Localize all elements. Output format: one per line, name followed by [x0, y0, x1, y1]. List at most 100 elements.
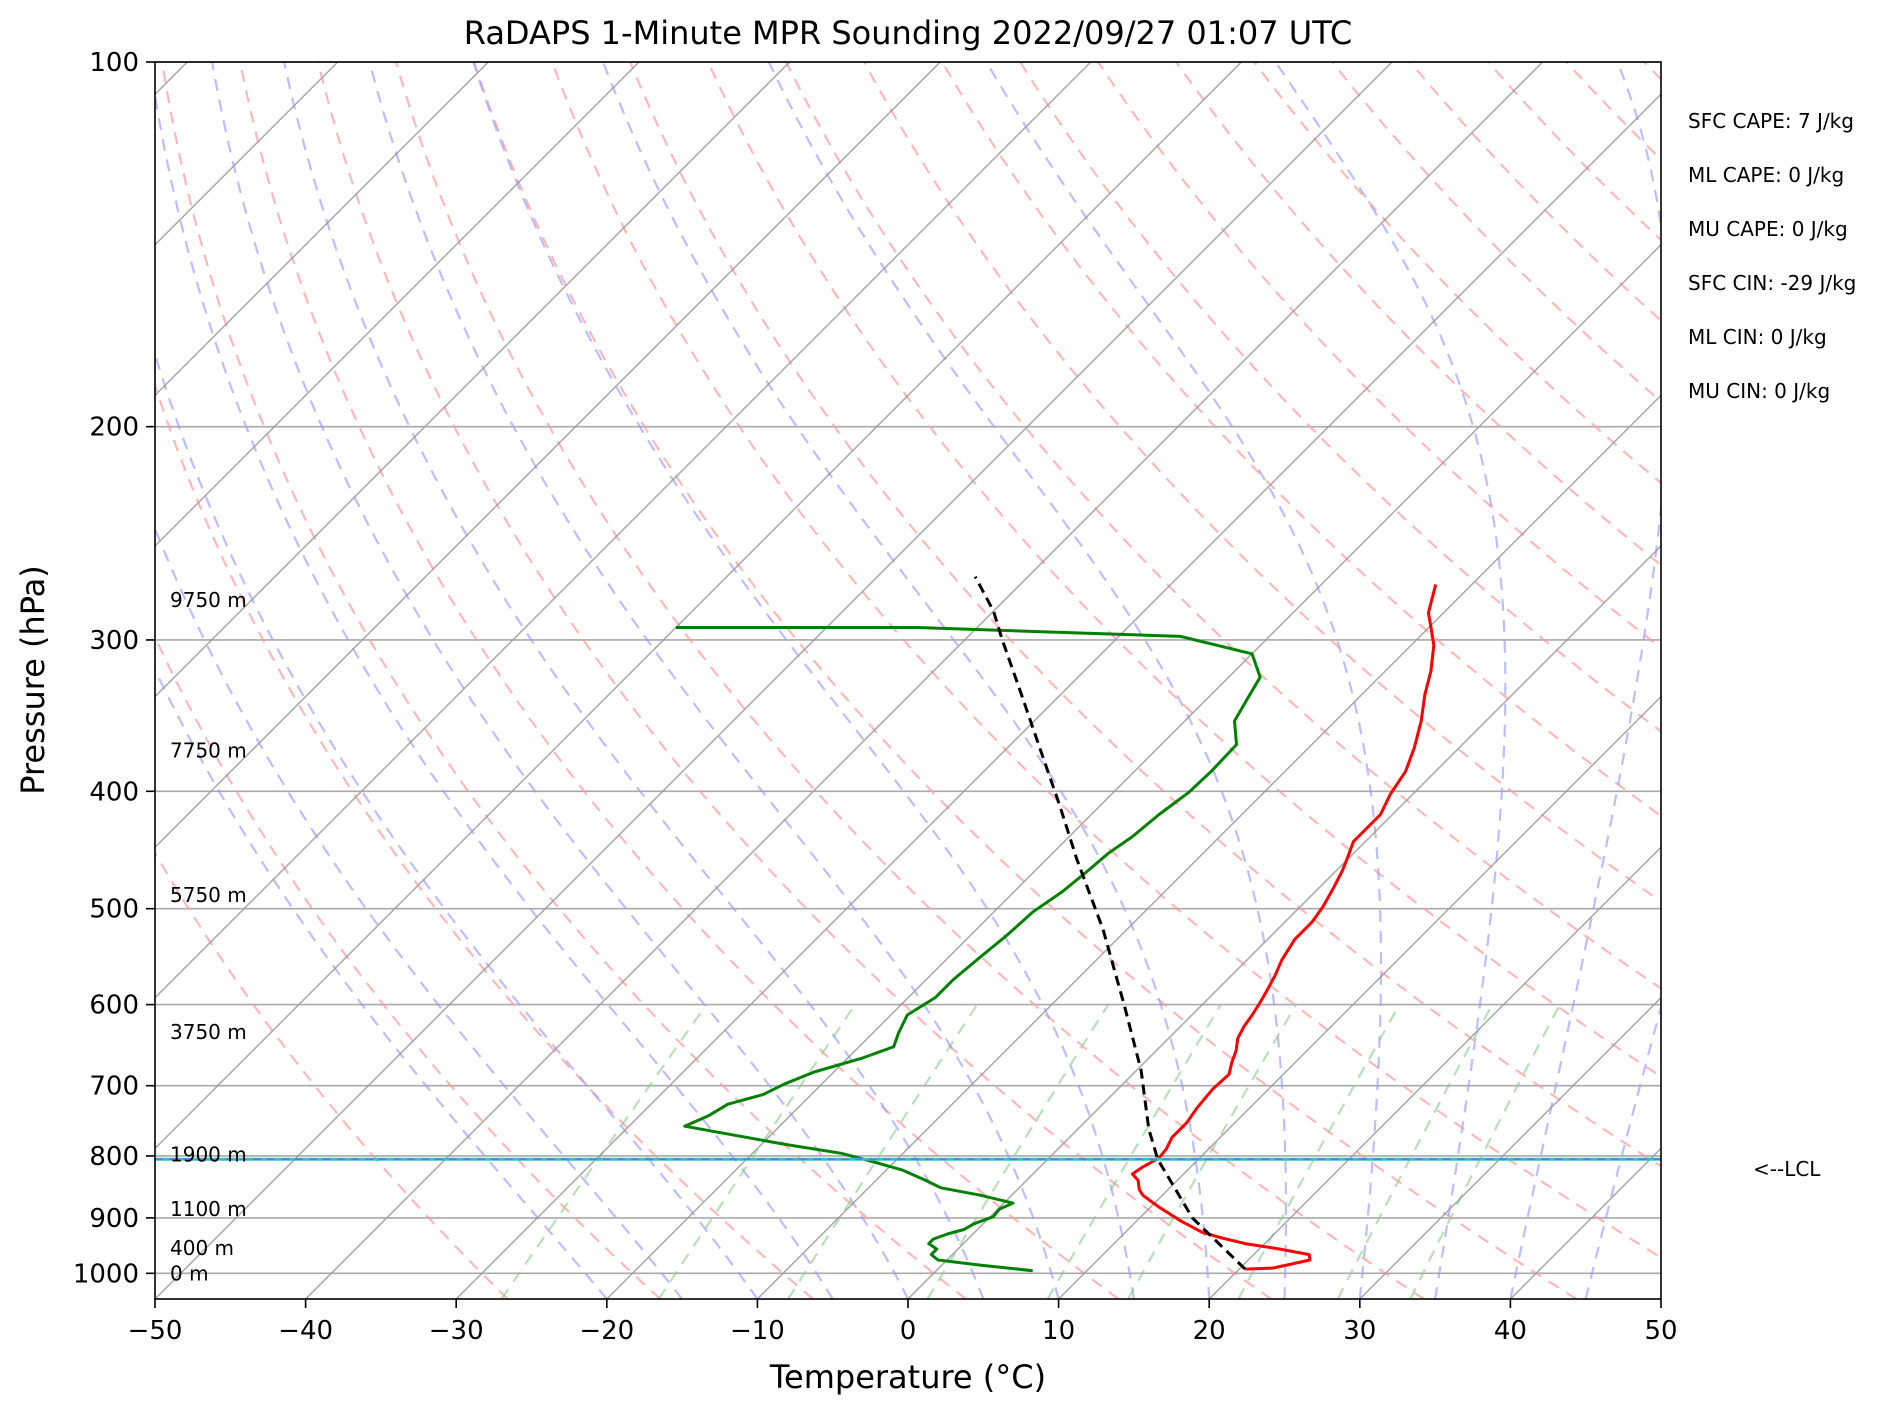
mixing-ratio-line — [657, 1003, 857, 1299]
moist-adiabat-line — [1274, 62, 1507, 1299]
y-tick-label: 900 — [89, 1204, 139, 1234]
stability-index: MU CIN: 0 J/kg — [1688, 379, 1830, 403]
mixing-ratio-line — [1046, 1004, 1222, 1299]
dry-adiabat-line — [161, 62, 967, 1299]
mixing-ratio-line — [1336, 1004, 1494, 1299]
y-tick-label: 500 — [89, 895, 139, 925]
y-tick-label: 800 — [89, 1142, 139, 1172]
moist-adiabat-line — [368, 62, 1060, 1299]
stability-index: ML CIN: 0 J/kg — [1688, 325, 1827, 349]
dry-adiabat-line — [1722, 62, 1885, 1299]
x-tick-label: −40 — [278, 1316, 333, 1346]
moist-adiabat-line — [472, 62, 1135, 1299]
dry-adiabat-line — [155, 634, 662, 1299]
isotherm-line — [155, 62, 1242, 1150]
stability-index: SFC CAPE: 7 J/kg — [1688, 109, 1854, 133]
dry-adiabat-line — [155, 851, 509, 1299]
height-label: 0 m — [170, 1261, 209, 1285]
height-label: 9750 m — [170, 588, 247, 612]
isotherm-line — [907, 545, 1661, 1299]
isotherm-line — [756, 394, 1661, 1299]
dry-adiabat-line — [317, 62, 1272, 1299]
dry-adiabat-line — [1097, 62, 1661, 650]
moist-adiabat-line — [155, 88, 834, 1299]
mixing-ratio-line — [787, 1003, 979, 1299]
moist-adiabat-line — [211, 62, 909, 1299]
isotherm-line — [305, 62, 1544, 1299]
isotherm-grid — [155, 62, 1661, 1299]
isotherm-line — [1208, 846, 1661, 1299]
x-axis-ticks: −50 −40 −30 −20 −10 0 10 20 30 40 50 — [128, 1299, 1678, 1346]
moist-adiabat-line — [155, 525, 683, 1299]
isotherm-line — [155, 62, 791, 698]
x-axis-label: Temperature (°C) — [769, 1358, 1046, 1396]
isotherm-line — [155, 62, 640, 547]
isotherm-line — [455, 93, 1661, 1299]
isotherm-line — [606, 243, 1661, 1299]
y-tick-label: 1000 — [73, 1259, 139, 1289]
y-tick-label: 200 — [89, 413, 139, 443]
plot-frame — [154, 61, 1662, 1300]
y-axis-ticks: 1000 900 800 700 600 500 400 300 200 100 — [73, 48, 155, 1289]
dry-adiabat-line — [395, 62, 1425, 1299]
mixing-ratio-line — [1127, 1004, 1298, 1299]
isotherm-line — [1509, 1147, 1661, 1299]
lcl-label: <--LCL — [1753, 1157, 1821, 1181]
dry-adiabats — [155, 62, 1885, 1299]
isotherm-line — [155, 62, 489, 397]
isotherm-line — [155, 62, 941, 849]
height-label: 5750 m — [170, 883, 247, 907]
mixing-ratio-line — [1237, 1004, 1401, 1299]
moist-adiabat-line — [985, 62, 1383, 1299]
moist-adiabat-line — [1584, 1003, 1661, 1299]
dry-adiabat-line — [629, 62, 1661, 1168]
dry-adiabat-line — [1409, 62, 1661, 323]
moist-adiabat-line — [1509, 62, 1661, 1299]
dry-adiabat-line — [863, 62, 1661, 903]
isotherm-line — [1058, 695, 1661, 1299]
height-label: 400 m — [170, 1236, 234, 1260]
y-tick-label: 100 — [89, 48, 139, 78]
dry-adiabat-line — [1643, 62, 1661, 81]
chart-title: RaDAPS 1-Minute MPR Sounding 2022/09/27 … — [464, 14, 1352, 52]
isotherm-line — [155, 62, 1092, 999]
dry-adiabat-line — [551, 62, 1661, 1259]
temperature-profile — [1130, 584, 1438, 1271]
stability-indices: SFC CAPE: 7 J/kg ML CAPE: 0 J/kg MU CAPE: … — [1688, 109, 1856, 403]
x-tick-label: −10 — [730, 1316, 785, 1346]
stability-index: SFC CIN: -29 J/kg — [1688, 271, 1856, 295]
isotherm-line — [1660, 1298, 1661, 1299]
height-label: 1100 m — [170, 1197, 247, 1221]
dry-adiabat-line — [1487, 62, 1661, 242]
dry-adiabat-line — [473, 62, 1578, 1299]
mixing-ratio-line — [926, 1004, 1110, 1299]
moist-adiabat-line — [1659, 1294, 1661, 1299]
x-tick-label: −30 — [429, 1316, 484, 1346]
x-tick-label: 10 — [1042, 1316, 1075, 1346]
y-tick-label: 400 — [89, 777, 139, 807]
y-tick-label: 600 — [89, 991, 139, 1021]
moist-adiabat-line — [155, 350, 759, 1299]
dry-adiabat-line — [785, 62, 1661, 990]
stability-index: ML CAPE: 0 J/kg — [1688, 163, 1844, 187]
sounding-profiles — [675, 575, 1438, 1273]
dry-adiabat-line — [1565, 62, 1661, 162]
dry-adiabat-line — [1331, 62, 1661, 404]
x-tick-label: 40 — [1494, 1316, 1527, 1346]
height-labels: 9750 m 7750 m 5750 m 3750 m 1900 m 1100 m 400 … — [170, 588, 247, 1285]
mixing-ratio-line — [1409, 1004, 1561, 1299]
dry-adiabat-line — [1175, 62, 1661, 567]
mixing-ratio-lines — [500, 1003, 1561, 1299]
height-label: 3750 m — [170, 1020, 247, 1044]
isotherm-line — [1359, 996, 1661, 1299]
height-label: 7750 m — [170, 738, 247, 762]
stability-index: MU CAPE: 0 J/kg — [1688, 217, 1848, 241]
x-tick-label: −50 — [128, 1316, 183, 1346]
x-tick-label: −20 — [579, 1316, 634, 1346]
y-axis-label: Pressure (hPa) — [14, 565, 52, 795]
height-label: 1900 m — [170, 1143, 247, 1167]
moist-adiabat-line — [602, 62, 1211, 1299]
moist-adiabat-line — [155, 667, 608, 1299]
x-tick-label: 0 — [900, 1316, 917, 1346]
